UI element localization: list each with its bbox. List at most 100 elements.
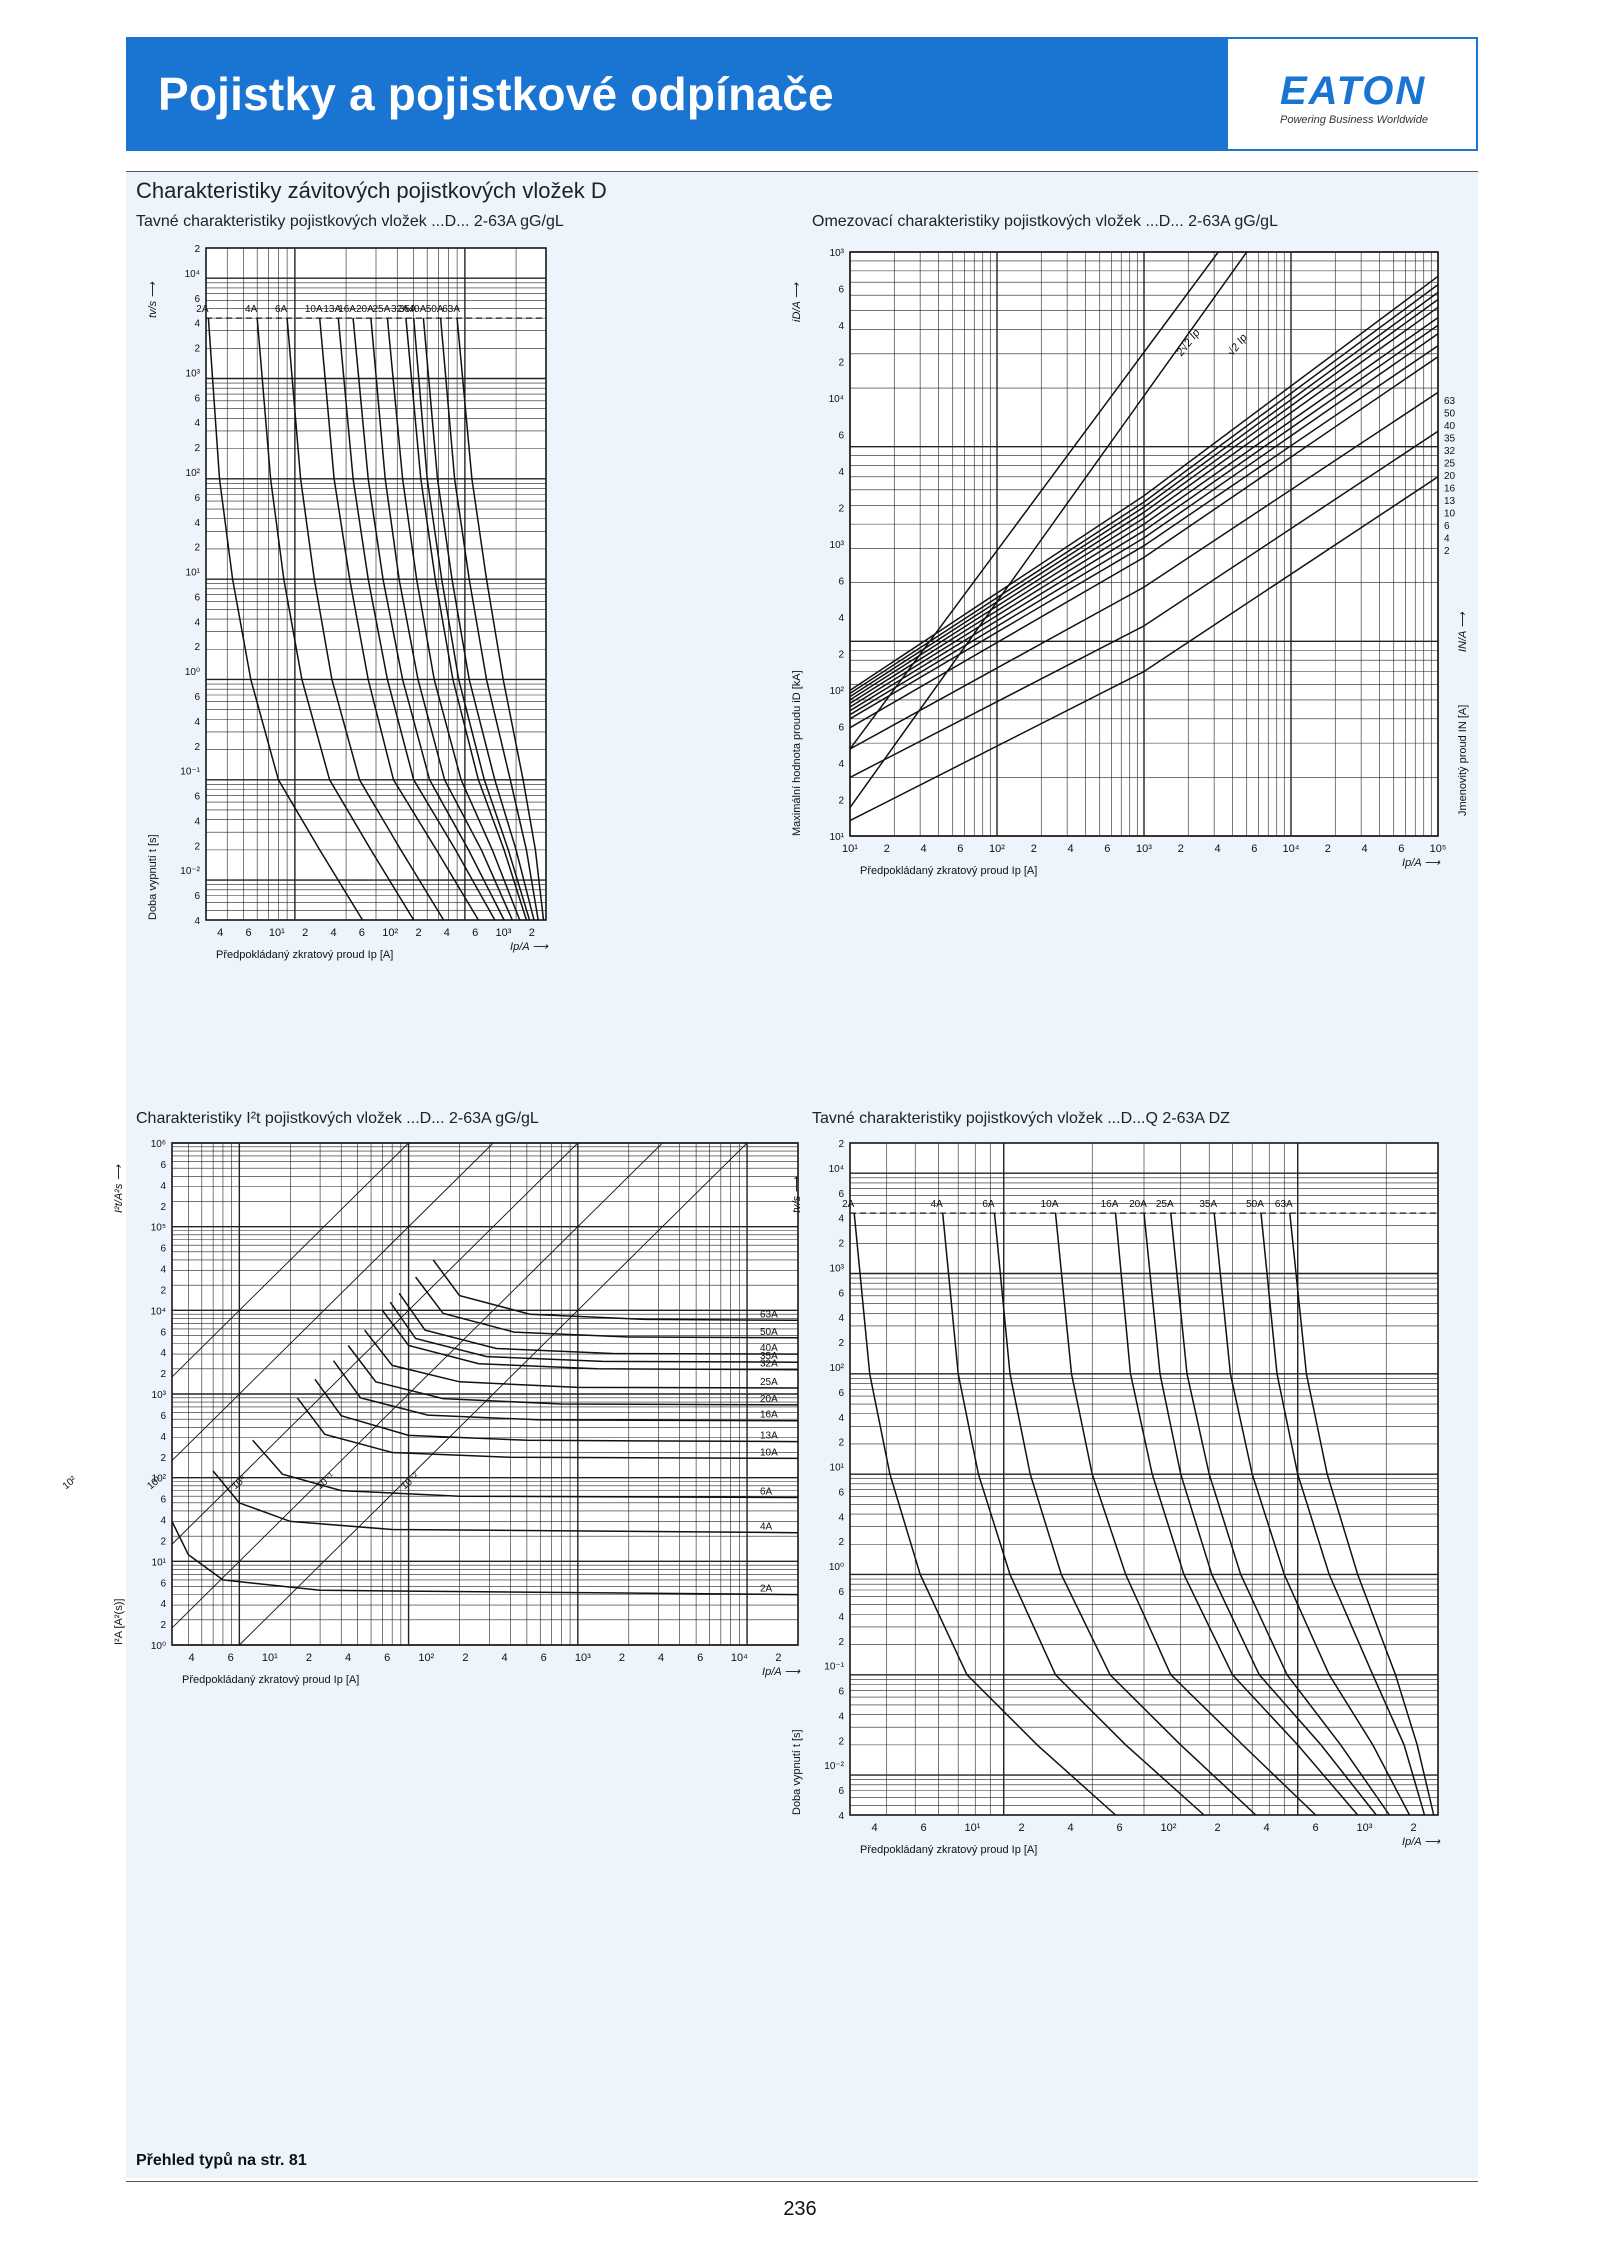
- y-axis-unit: tv/s ⟶: [147, 281, 159, 318]
- rated-current-label: 25: [1444, 459, 1456, 470]
- series-curve-32A: [381, 1309, 799, 1371]
- series-curve-4A: [941, 1213, 1205, 1816]
- y-tick-label: 10²: [830, 686, 845, 697]
- series-curve-35: [849, 298, 1439, 701]
- y-tick-label: 6: [160, 1160, 166, 1171]
- series-label: 4A: [931, 1199, 944, 1210]
- series-label: 20A: [1129, 1199, 1147, 1210]
- y-tick-label: 2: [838, 1736, 844, 1747]
- rated-current-label: 4: [1444, 534, 1450, 545]
- series-label: 6A: [275, 304, 288, 315]
- series-label: 63A: [1275, 1199, 1293, 1210]
- series-label: 63A: [760, 1309, 778, 1320]
- y2-axis-unit: IN/A ⟶: [1457, 611, 1469, 652]
- chart-1-grid: [205, 247, 547, 921]
- x-tick-label: 6: [228, 1652, 234, 1664]
- x-tick-label: 10³: [496, 927, 512, 939]
- chart-4-dz-melting-characteristics: 4 6 10¹ 2 4 6 10² 2 4 6 10³ 2 2 10⁴ 6 4 2 10³ 6 4 2 10² 6 4 2 10¹…: [791, 1139, 1441, 1856]
- series-label: 10A: [1041, 1199, 1059, 1210]
- x-tick-label: 6: [1312, 1822, 1318, 1834]
- series-label: 10A: [760, 1447, 778, 1458]
- section-title: Charakteristiky závitových pojistkových …: [136, 178, 607, 203]
- y-tick-label: 4: [160, 1599, 166, 1610]
- x-tick-label: 6: [359, 927, 365, 939]
- x-tick-label: 10¹: [269, 927, 285, 939]
- y-tick-label: 10⁴: [829, 1164, 844, 1175]
- x-tick-label: 4: [871, 1822, 877, 1834]
- series-curve-4A: [212, 1470, 799, 1534]
- x-tick-label: 2: [1018, 1822, 1024, 1834]
- bottom-rule: [126, 2181, 1478, 2182]
- series-curve-35A: [389, 1301, 799, 1363]
- page-number: 236: [783, 2198, 817, 2220]
- y-tick-label: 4: [838, 1214, 844, 1225]
- y2-axis-label: Jmenovitý proud IN [A]: [1457, 705, 1469, 816]
- y-tick-label: 2: [160, 1369, 166, 1380]
- series-label: 35A: [399, 304, 417, 315]
- y-tick-label: 10³: [830, 540, 845, 551]
- y-tick-label: 6: [160, 1244, 166, 1255]
- y-tick-label: 2: [838, 358, 844, 369]
- chart-1-series: [207, 318, 545, 921]
- y-tick-label: 10¹: [830, 832, 845, 843]
- y-tick-label: 6: [160, 1327, 166, 1338]
- series-curve-25A: [364, 1329, 799, 1389]
- series-curve-6A: [252, 1439, 799, 1499]
- y-tick-label: 10²: [186, 468, 201, 479]
- series-label: 25A: [372, 304, 390, 315]
- y-tick-label: 2: [194, 543, 200, 554]
- y-tick-label: 4: [160, 1432, 166, 1443]
- y-tick-label: 2: [838, 1338, 844, 1349]
- series-label: 25A: [1156, 1199, 1174, 1210]
- x-tick-label: 10⁴: [731, 1652, 748, 1664]
- y-tick-label: 10⁻¹: [180, 767, 200, 778]
- y-tick-label: 10⁴: [185, 269, 200, 280]
- x-tick-label: 6: [472, 927, 478, 939]
- x-tick-label: 2: [529, 927, 535, 939]
- x-tick-label: 4: [1067, 843, 1073, 855]
- diagonal-time-line: [171, 1142, 409, 1378]
- diagonal-time-line: [239, 1142, 748, 1646]
- y-tick-label: 10⁰: [185, 667, 200, 678]
- series-curve-25A: [386, 318, 521, 921]
- x-axis-unit: Ip/A ⟶: [762, 1666, 801, 1678]
- series-label: 40A: [408, 304, 426, 315]
- y-tick-label: 2: [194, 244, 200, 255]
- series-curve-32A: [405, 318, 528, 921]
- x-tick-label: 10³: [575, 1652, 591, 1664]
- series-curve-32: [849, 306, 1439, 705]
- y-tick-label: 2: [838, 1239, 844, 1250]
- y-tick-label: 2: [160, 1285, 166, 1296]
- y-tick-label: 6: [194, 294, 200, 305]
- rated-current-label: 32: [1444, 446, 1456, 457]
- y-tick-label: 10³: [186, 368, 201, 379]
- x-tick-label: 2: [1214, 1822, 1220, 1834]
- series-label: 2A: [196, 304, 209, 315]
- x-tick-label: 2: [619, 1652, 625, 1664]
- y-tick-label: 4: [838, 1612, 844, 1623]
- y-tick-label: 10³: [152, 1390, 167, 1401]
- x-tick-label: 2: [306, 1652, 312, 1664]
- chart-3-series: [171, 1259, 799, 1596]
- series-label: 16A: [338, 304, 356, 315]
- series-curve-63A: [1289, 1213, 1435, 1816]
- rated-current-label: 2: [1444, 546, 1450, 557]
- logo-wordmark: EATON: [1280, 69, 1427, 113]
- x-tick-label: 2: [884, 843, 890, 855]
- chart-3-i2t-characteristics: 4 6 10¹ 2 4 6 10² 2 4 6 10³ 2 4 6 10⁴ 2 10⁶ 6 4 2 10⁵ 6 4 2 10⁴ 6…: [61, 1139, 801, 1686]
- series-curve-16A: [352, 318, 505, 921]
- x-tick-label: 6: [384, 1652, 390, 1664]
- chart-4-grid: [849, 1142, 1439, 1816]
- y-axis-unit: tv/s ⟶: [791, 1176, 803, 1213]
- x-axis-label: Předpokládaný zkratový proud Ip [A]: [860, 1844, 1037, 1856]
- y-tick-label: 2: [160, 1202, 166, 1213]
- y-tick-label: 6: [838, 431, 844, 442]
- series-curve-10A: [1054, 1213, 1317, 1816]
- y-tick-label: 4: [160, 1265, 166, 1276]
- y-tick-label: 6: [160, 1578, 166, 1589]
- y-tick-label: 2: [194, 841, 200, 852]
- y-tick-label: 6: [838, 1288, 844, 1299]
- series-label: 4A: [245, 304, 258, 315]
- rated-current-label: 63: [1444, 396, 1456, 407]
- y-tick-label: 2: [838, 650, 844, 661]
